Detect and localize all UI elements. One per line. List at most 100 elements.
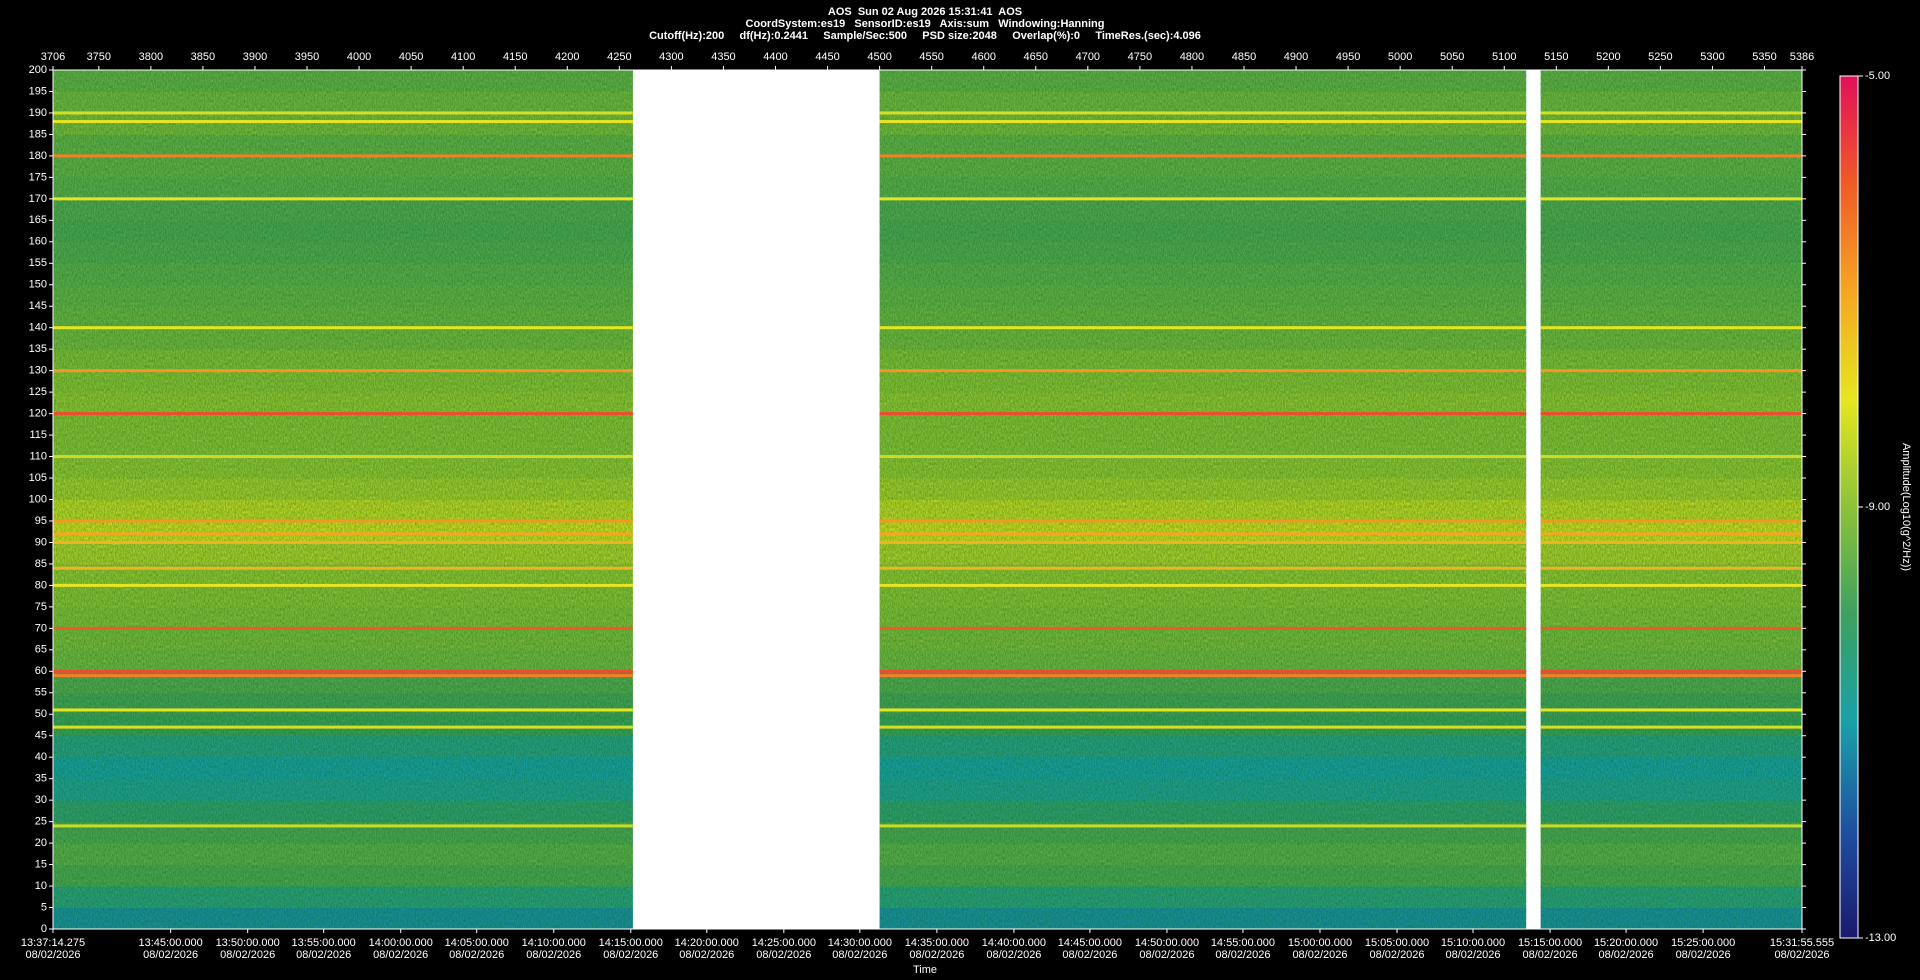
x-tick-date: 08/02/2026 (449, 949, 504, 961)
top-x-tick-label: 4000 (347, 51, 371, 63)
y-tick-label: 110 (29, 450, 47, 462)
top-x-tick-label: 4450 (815, 51, 839, 63)
x-tick-date: 08/02/2026 (756, 949, 811, 961)
x-tick-date: 08/02/2026 (1774, 949, 1829, 961)
colorbar-label: Amplitude(Log10(g^2/Hz)) (1900, 443, 1912, 571)
tonal-line (1540, 566, 1802, 570)
y-tick-label: 150 (29, 279, 47, 291)
tonal-line (1540, 674, 1802, 678)
y-tick-label: 105 (29, 472, 47, 484)
x-tick-label: 14:25:00.000 (752, 937, 816, 949)
tonal-line (879, 540, 1527, 544)
chart-title: AOS Sun 02 Aug 2026 15:31:41 AOS (828, 6, 1022, 18)
top-x-tick-label: 5300 (1700, 51, 1724, 63)
x-tick-label: 15:20:00.000 (1594, 937, 1658, 949)
tonal-line (1540, 197, 1802, 201)
top-x-tick-label: 4850 (1232, 51, 1256, 63)
y-tick-label: 130 (29, 365, 47, 377)
tonal-line (879, 369, 1527, 373)
y-tick-label: 55 (35, 687, 47, 699)
y-tick-label: 155 (29, 257, 47, 269)
top-x-tick-label: 4300 (659, 51, 683, 63)
colorbar-tick-label: -13.00 (1865, 932, 1896, 944)
tonal-line (1540, 708, 1802, 712)
top-x-tick-label: 4250 (607, 51, 631, 63)
y-tick-label: 160 (29, 236, 47, 248)
tonal-line (53, 824, 633, 828)
y-tick-label: 25 (35, 816, 47, 828)
x-tick-label: 14:40:00.000 (982, 937, 1046, 949)
x-tick-date: 08/02/2026 (1676, 949, 1731, 961)
top-x-tick-label: 3706 (41, 51, 65, 63)
x-tick-label: 14:15:00.000 (599, 937, 663, 949)
tonal-line (879, 326, 1527, 330)
y-tick-label: 15 (35, 858, 47, 870)
chart-subtitle: Cutoff(Hz):200 df(Hz):0.2441 Sample/Sec:… (649, 30, 1201, 42)
top-x-tick-label: 3900 (243, 51, 267, 63)
top-x-tick-label: 5200 (1596, 51, 1620, 63)
top-x-tick-label: 4100 (451, 51, 475, 63)
tonal-line (53, 369, 633, 373)
x-tick-date: 08/02/2026 (1215, 949, 1270, 961)
tonal-line (879, 197, 1527, 201)
x-tick-date: 08/02/2026 (25, 949, 80, 961)
x-tick-label: 14:45:00.000 (1058, 937, 1122, 949)
top-x-tick-label: 4950 (1336, 51, 1360, 63)
y-tick-label: 190 (29, 107, 47, 119)
tonal-line (879, 626, 1527, 630)
tonal-line (1540, 626, 1802, 630)
top-x-tick-label: 3850 (191, 51, 215, 63)
x-tick-date: 08/02/2026 (143, 949, 198, 961)
tonal-line (879, 111, 1527, 115)
tonal-line (879, 674, 1527, 678)
colorbar-tick-label: -9.00 (1865, 501, 1890, 513)
x-tick-date: 08/02/2026 (1139, 949, 1194, 961)
tonal-line (1540, 412, 1802, 416)
top-x-tick-label: 4400 (763, 51, 787, 63)
top-x-tick-label: 3800 (139, 51, 163, 63)
y-tick-label: 165 (29, 214, 47, 226)
tonal-line (879, 412, 1527, 416)
x-tick-date: 08/02/2026 (526, 949, 581, 961)
chart-subtitle: CoordSystem:es19 SensorID:es19 Axis:sum … (746, 18, 1105, 30)
top-x-tick-label: 5386 (1790, 51, 1814, 63)
y-tick-label: 10 (35, 880, 47, 892)
y-tick-label: 65 (35, 644, 47, 656)
top-x-tick-label: 5100 (1492, 51, 1516, 63)
x-tick-label: 14:20:00.000 (675, 937, 739, 949)
tonal-line (1540, 824, 1802, 828)
y-tick-label: 125 (29, 386, 47, 398)
top-x-tick-label: 5250 (1648, 51, 1672, 63)
x-tick-label: 14:55:00.000 (1211, 937, 1275, 949)
x-tick-label: 14:05:00.000 (445, 937, 509, 949)
tonal-line (53, 540, 633, 544)
y-tick-label: 50 (35, 708, 47, 720)
top-x-tick-label: 4050 (399, 51, 423, 63)
tonal-line (53, 626, 633, 630)
top-x-tick-label: 4550 (919, 51, 943, 63)
tonal-line (879, 455, 1527, 459)
tonal-line (1540, 540, 1802, 544)
y-tick-label: 5 (41, 901, 47, 913)
colorbar-tick-label: -5.00 (1865, 70, 1890, 82)
texture (53, 70, 633, 929)
top-x-tick-label: 3750 (87, 51, 111, 63)
tonal-line (879, 532, 1527, 536)
tonal-line (879, 708, 1527, 712)
x-tick-label: 14:00:00.000 (369, 937, 433, 949)
tonal-line (53, 455, 633, 459)
x-tick-label: 13:45:00.000 (139, 937, 203, 949)
tonal-line (53, 532, 633, 536)
y-tick-label: 185 (29, 128, 47, 140)
top-x-tick-label: 4600 (971, 51, 995, 63)
y-tick-label: 90 (35, 536, 47, 548)
tonal-line (53, 708, 633, 712)
plot-area (53, 70, 1802, 930)
x-axis-label: Time (913, 964, 937, 976)
top-x-tick-label: 4350 (711, 51, 735, 63)
x-tick-label: 13:37:14.275 (21, 937, 85, 949)
tonal-line (53, 111, 633, 115)
x-tick-date: 08/02/2026 (1599, 949, 1654, 961)
tonal-line (53, 566, 633, 570)
